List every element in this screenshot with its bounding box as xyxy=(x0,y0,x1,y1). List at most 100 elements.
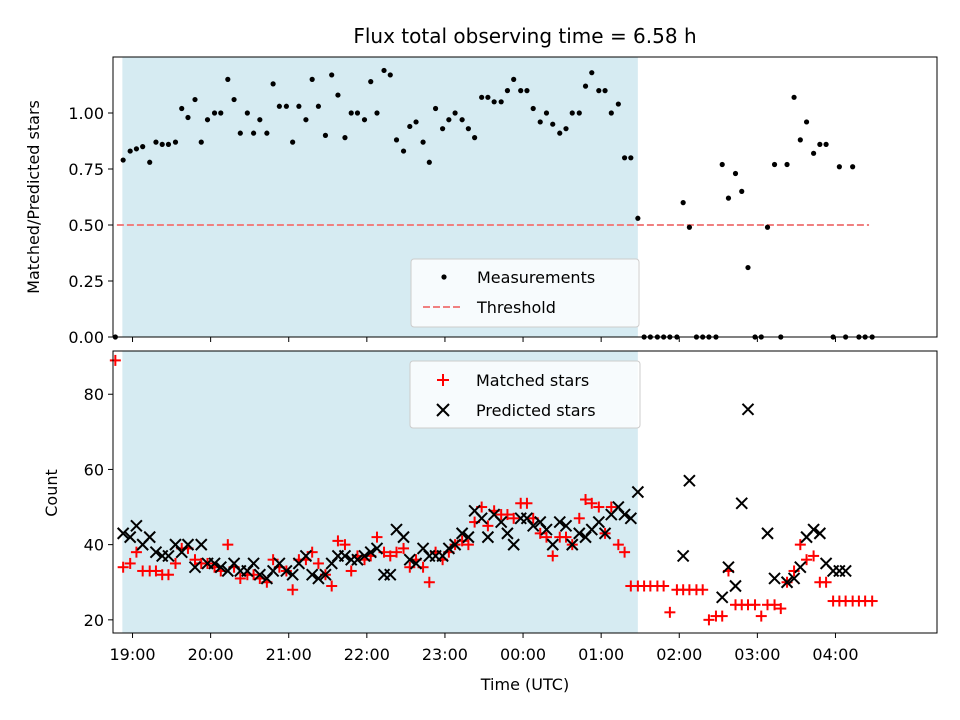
measurement-point xyxy=(680,200,686,206)
top-ytick-label: 0.25 xyxy=(68,272,104,291)
measurement-point xyxy=(159,141,165,147)
xtick-label: 03:00 xyxy=(734,645,780,664)
predicted-star-point xyxy=(735,497,748,510)
measurement-point xyxy=(348,110,354,116)
measurement-point xyxy=(635,215,641,221)
matched-star-point xyxy=(593,501,605,513)
measurement-point xyxy=(413,119,419,125)
legend-matched-label: Matched stars xyxy=(476,371,589,390)
matched-star-point xyxy=(547,550,559,562)
matched-star-point xyxy=(312,557,324,569)
x-axis-title: Time (UTC) xyxy=(480,675,569,694)
top-x-ticks xyxy=(132,337,836,342)
measurement-point xyxy=(432,105,439,112)
measurement-point xyxy=(147,159,153,165)
predicted-star-point xyxy=(592,515,606,529)
measurement-point xyxy=(479,94,485,100)
measurement-point xyxy=(530,105,536,112)
measurement-point xyxy=(817,141,823,147)
matched-star-point xyxy=(287,584,299,596)
bottom-ytick-label: 40 xyxy=(84,536,104,555)
measurement-point xyxy=(309,76,315,82)
matched-star-point xyxy=(508,512,520,524)
measurement-point xyxy=(725,195,732,201)
measurement-point xyxy=(485,94,491,100)
matched-star-point xyxy=(866,595,878,607)
measurement-point xyxy=(803,119,810,125)
predicted-star-point xyxy=(475,512,488,525)
predicted-star-point xyxy=(624,512,638,525)
legend-measurements-label: Measurements xyxy=(477,268,595,287)
measurement-point xyxy=(823,141,829,147)
measurement-point xyxy=(576,110,582,116)
predicted-star-point xyxy=(501,527,514,540)
xtick-label: 01:00 xyxy=(578,645,624,664)
predicted-star-point xyxy=(370,542,384,555)
legend-predicted-marker xyxy=(436,403,450,417)
predicted-star-point xyxy=(729,579,742,593)
measurement-point xyxy=(537,119,543,125)
predicted-star-point xyxy=(826,564,840,578)
measurement-point xyxy=(211,110,218,116)
measurement-point xyxy=(237,130,243,136)
matched-star-point xyxy=(482,520,494,532)
predicted-star-point xyxy=(455,527,469,540)
xtick-label: 22:00 xyxy=(344,645,390,664)
matched-star-point xyxy=(501,509,513,521)
measurement-point xyxy=(315,103,322,109)
top-ytick-label: 0.00 xyxy=(68,328,104,347)
measurement-point xyxy=(557,130,563,136)
measurement-point xyxy=(204,117,211,123)
matched-star-point xyxy=(117,561,129,573)
predicted-star-point xyxy=(787,572,801,585)
predicted-star-point xyxy=(188,560,202,574)
measurement-point xyxy=(264,130,270,136)
measurement-point xyxy=(387,72,393,78)
measurement-point xyxy=(250,130,257,136)
measurement-point xyxy=(791,94,797,100)
measurement-point xyxy=(596,88,602,94)
predicted-star-point xyxy=(116,527,130,540)
predicted-star-point xyxy=(553,515,566,529)
measurement-point xyxy=(374,110,380,116)
predicted-star-point xyxy=(364,545,377,559)
predicted-star-point xyxy=(507,538,520,551)
measurement-point xyxy=(127,148,133,154)
measurement-point xyxy=(524,88,530,94)
measurement-point xyxy=(133,146,140,152)
measurement-point xyxy=(231,96,237,103)
measurement-point xyxy=(491,99,497,105)
predicted-star-point xyxy=(358,549,371,563)
measurement-point xyxy=(440,126,446,132)
predicted-star-point xyxy=(722,560,735,574)
predicted-star-point xyxy=(598,527,612,540)
predicted-star-point xyxy=(676,549,690,563)
measurement-point xyxy=(192,96,198,103)
matched-star-point xyxy=(612,539,624,551)
matched-star-point xyxy=(801,554,813,566)
predicted-star-point xyxy=(351,553,364,566)
predicted-star-point xyxy=(566,538,579,551)
measurement-point xyxy=(165,141,172,147)
matched-star-point xyxy=(794,539,806,551)
measurement-point xyxy=(569,110,575,116)
measurement-point xyxy=(153,139,159,145)
matched-star-point xyxy=(769,599,781,611)
measurement-point xyxy=(452,110,458,116)
measurement-point xyxy=(745,264,751,271)
matched-star-point xyxy=(162,569,174,581)
matched-star-point xyxy=(391,546,403,558)
predicted-star-point xyxy=(540,523,553,536)
measurement-point xyxy=(550,121,556,127)
matched-star-point xyxy=(664,606,676,618)
predicted-star-point xyxy=(442,542,456,555)
measurement-point xyxy=(784,161,790,168)
matched-star-point xyxy=(130,546,142,558)
measurement-point xyxy=(543,110,550,116)
matched-star-point xyxy=(820,576,832,588)
matched-star-point xyxy=(605,501,617,513)
measurement-point xyxy=(322,132,329,138)
measurement-point xyxy=(504,88,511,94)
top-legend-box xyxy=(410,258,640,328)
predicted-star-point xyxy=(397,530,410,544)
